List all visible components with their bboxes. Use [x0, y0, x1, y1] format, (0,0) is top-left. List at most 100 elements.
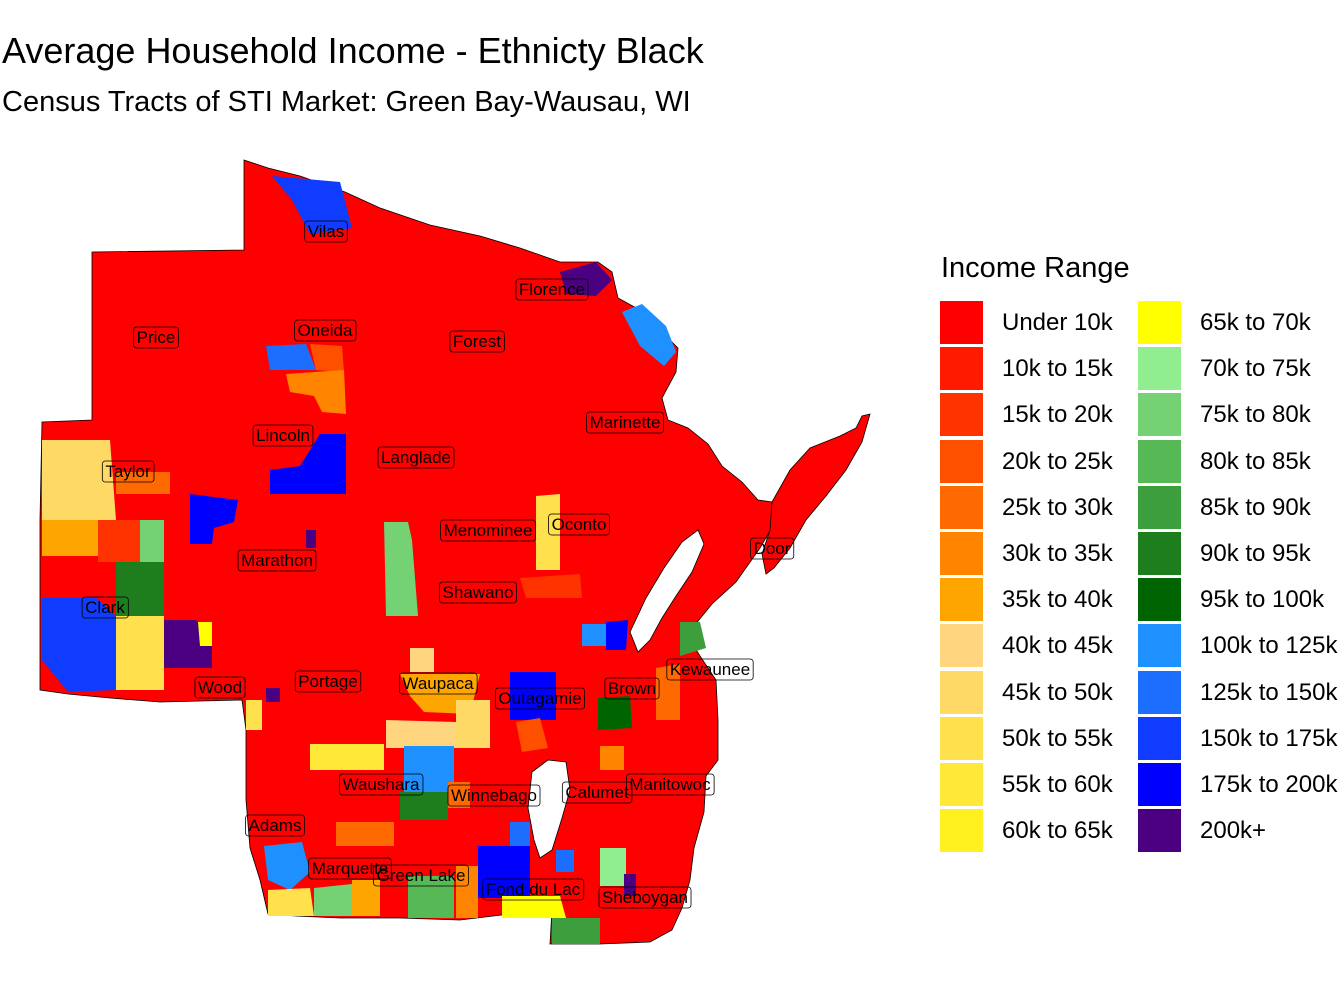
- county-name: Wood: [198, 678, 242, 697]
- county-name: Taylor: [105, 462, 151, 481]
- tract: [116, 616, 164, 690]
- county-name: Forest: [453, 332, 501, 351]
- legend-swatch: [1138, 624, 1181, 668]
- county-label-box: [625, 773, 715, 796]
- county-label-green-lake: Green Lake: [373, 864, 469, 887]
- county-label-calumet: Calumet: [561, 781, 633, 804]
- legend-label: 15k to 20k: [1002, 401, 1113, 429]
- legend-swatch: [940, 439, 983, 483]
- county-label-portage: Portage: [294, 670, 362, 693]
- legend-label: 80k to 85k: [1200, 447, 1311, 475]
- county-label-box: [515, 278, 589, 301]
- tract: [456, 866, 478, 918]
- county-label-box: [447, 784, 541, 807]
- county-name: Marquette: [312, 859, 389, 878]
- legend-swatch: [940, 670, 983, 714]
- tract: [264, 842, 310, 890]
- legend-label: Under 10k: [1002, 309, 1113, 336]
- legend-swatch: [1138, 578, 1181, 622]
- tract: [600, 848, 626, 886]
- county-label-box: [586, 411, 664, 434]
- tract: [600, 746, 624, 770]
- tract: [410, 648, 434, 672]
- legend-swatch: [940, 578, 983, 622]
- county-label-kewaunee: Kewaunee: [666, 658, 754, 681]
- county-label-waushara: Waushara: [339, 773, 424, 796]
- legend-swatch: [1138, 347, 1181, 391]
- county-name: Menominee: [444, 521, 533, 540]
- legend-label: 65k to 70k: [1200, 309, 1311, 336]
- legend-label: 90k to 95k: [1200, 539, 1311, 567]
- county-label-box: [101, 460, 155, 483]
- tract: [272, 176, 352, 234]
- tract: [42, 520, 98, 556]
- legend-swatch: [940, 809, 983, 853]
- legend: Income Range Under 10k 10k to 15k 15k to 2…: [940, 252, 1344, 853]
- county-name: Marinette: [590, 413, 661, 432]
- tract: [198, 622, 212, 646]
- legend-swatch: [1138, 716, 1181, 760]
- legend-swatch: [1138, 485, 1181, 529]
- map-title: Average Household Income - Ethnicty Blac…: [2, 30, 704, 71]
- tract: [270, 434, 346, 494]
- legend-label: 35k to 40k: [1002, 586, 1113, 614]
- legend-label: 200k+: [1200, 817, 1267, 845]
- tract: [190, 494, 238, 544]
- county-name: Oconto: [552, 515, 607, 534]
- legend-swatch: [1138, 809, 1181, 853]
- legend-swatch: [940, 531, 983, 575]
- legend-title: Income Range: [941, 252, 1130, 284]
- county-label-box: [548, 513, 610, 536]
- legend-label: 50k to 55k: [1002, 724, 1113, 752]
- legend-swatch: [940, 301, 983, 344]
- legend-swatch: [1138, 670, 1181, 714]
- tract: [246, 700, 262, 730]
- tract: [386, 720, 456, 748]
- tract: [400, 792, 448, 820]
- map-subtitle: Census Tracts of STI Market: Green Bay-W…: [2, 86, 691, 118]
- county-label-waupaca: Waupaca: [399, 672, 478, 695]
- county-name: Calumet: [565, 783, 629, 802]
- county-label-manitowoc: Manitowoc: [625, 773, 715, 796]
- county-name: Clark: [85, 598, 125, 617]
- legend-swatch: [940, 393, 983, 437]
- tract: [336, 822, 394, 846]
- county-name: Waupaca: [402, 674, 474, 693]
- legend-swatch: [1138, 393, 1181, 437]
- county-label-box: [604, 677, 660, 700]
- county-name: Fond du Lac: [486, 880, 581, 899]
- county-name: Langlade: [381, 448, 451, 467]
- county-label-box: [373, 864, 469, 887]
- door-peninsula-tip: [761, 413, 871, 575]
- county-label-wood: Wood: [194, 676, 246, 699]
- legend-label: 70k to 75k: [1200, 355, 1311, 383]
- county-label-box: [449, 330, 505, 353]
- county-name: Portage: [298, 672, 358, 691]
- legend-swatch: [1138, 762, 1181, 806]
- legend-label: 45k to 50k: [1002, 678, 1113, 706]
- legend-label: 10k to 15k: [1002, 355, 1113, 383]
- county-label-box: [495, 687, 585, 710]
- county-label-oconto: Oconto: [548, 513, 610, 536]
- tract: [680, 622, 706, 656]
- legend-swatch: [1138, 301, 1181, 344]
- county-label-marquette: Marquette: [308, 857, 392, 880]
- county-name: Brown: [608, 679, 656, 698]
- tract: [520, 574, 582, 598]
- county-label-lincoln: Lincoln: [252, 424, 314, 447]
- county-label-brown: Brown: [604, 677, 660, 700]
- county-name: Door: [754, 539, 791, 558]
- county-label-sheboygan: Sheboygan: [598, 886, 692, 909]
- tract: [516, 718, 548, 752]
- county-name: Adams: [249, 816, 302, 835]
- tract: [656, 664, 680, 720]
- county-label-box: [339, 773, 424, 796]
- tract: [42, 440, 116, 520]
- county-name: Sheboygan: [602, 888, 688, 907]
- county-label-florence: Florence: [515, 278, 589, 301]
- tract: [98, 520, 140, 562]
- county-label-winnebago: Winnebago: [447, 784, 541, 807]
- tract: [552, 918, 600, 944]
- county-name: Shawano: [443, 583, 514, 602]
- legend-swatch: [940, 716, 983, 760]
